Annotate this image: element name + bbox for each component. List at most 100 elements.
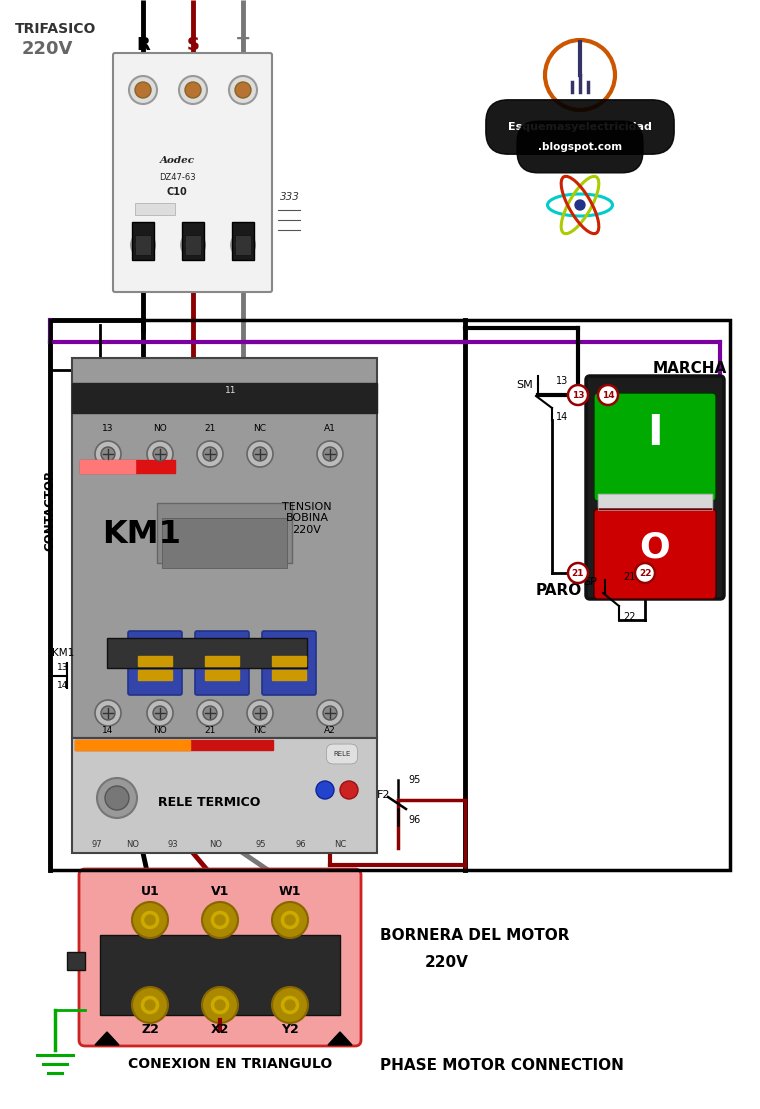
Text: 97: 97 <box>91 840 102 849</box>
Text: RELE TERMICO: RELE TERMICO <box>158 795 261 808</box>
Bar <box>157 503 292 563</box>
Circle shape <box>132 902 168 938</box>
Text: 21: 21 <box>204 424 216 433</box>
Text: 22: 22 <box>623 612 635 622</box>
Circle shape <box>253 447 267 461</box>
Circle shape <box>272 987 308 1022</box>
Text: A2: A2 <box>324 726 336 735</box>
Text: 93: 93 <box>167 840 178 849</box>
Circle shape <box>210 995 230 1015</box>
Text: 14: 14 <box>602 390 614 399</box>
Text: 95: 95 <box>408 775 420 785</box>
Text: NC: NC <box>334 840 347 849</box>
Circle shape <box>568 385 588 405</box>
Circle shape <box>285 915 295 925</box>
Text: 220V: 220V <box>22 40 74 58</box>
Text: X2: X2 <box>211 1022 230 1036</box>
Text: S: S <box>186 35 199 54</box>
Text: CONEXION EN TRIANGULO: CONEXION EN TRIANGULO <box>128 1057 332 1071</box>
Circle shape <box>186 238 200 252</box>
Circle shape <box>323 447 337 461</box>
Text: Z2: Z2 <box>141 1022 159 1036</box>
Text: KM1: KM1 <box>52 648 74 658</box>
Text: U1: U1 <box>141 885 160 898</box>
Text: NC: NC <box>254 424 267 433</box>
Circle shape <box>95 700 121 726</box>
Bar <box>75 740 190 750</box>
Circle shape <box>185 82 201 98</box>
Text: A1: A1 <box>324 424 336 433</box>
Text: TENSION
BOBINA
220V: TENSION BOBINA 220V <box>282 501 332 535</box>
Bar <box>107 638 307 668</box>
Circle shape <box>145 915 155 925</box>
Text: CONTACTOR: CONTACTOR <box>43 470 56 551</box>
Circle shape <box>253 706 267 720</box>
Circle shape <box>210 910 230 930</box>
Text: PARO: PARO <box>536 583 582 598</box>
FancyBboxPatch shape <box>586 376 724 599</box>
Text: 21: 21 <box>623 572 635 582</box>
Circle shape <box>203 706 217 720</box>
Text: V1: V1 <box>211 885 230 898</box>
Text: MARCHA: MARCHA <box>653 362 727 376</box>
Text: BORNERA DEL MOTOR: BORNERA DEL MOTOR <box>380 928 569 943</box>
Bar <box>162 518 287 568</box>
Text: C10: C10 <box>166 187 188 197</box>
Bar <box>272 657 306 667</box>
Circle shape <box>575 200 585 210</box>
Text: RELE: RELE <box>334 751 350 757</box>
Circle shape <box>203 447 217 461</box>
Text: 96: 96 <box>408 815 420 825</box>
Circle shape <box>272 902 308 938</box>
Circle shape <box>105 786 129 810</box>
Circle shape <box>135 82 151 98</box>
Circle shape <box>280 910 300 930</box>
Circle shape <box>215 1000 225 1010</box>
Text: F2: F2 <box>376 790 390 800</box>
Bar <box>138 657 172 667</box>
FancyBboxPatch shape <box>594 393 716 501</box>
Circle shape <box>97 779 137 818</box>
Text: 13: 13 <box>556 376 568 386</box>
Text: 13: 13 <box>57 663 68 672</box>
Circle shape <box>285 1000 295 1010</box>
Text: 14: 14 <box>103 726 114 735</box>
Circle shape <box>231 233 255 257</box>
Text: 95: 95 <box>256 840 266 849</box>
Text: 21: 21 <box>204 726 216 735</box>
Circle shape <box>247 700 273 726</box>
Bar <box>182 222 204 260</box>
Text: PHASE MOTOR CONNECTION: PHASE MOTOR CONNECTION <box>380 1058 624 1074</box>
Text: Y2: Y2 <box>281 1022 299 1036</box>
Circle shape <box>202 902 238 938</box>
Text: Aodec: Aodec <box>160 156 195 165</box>
Circle shape <box>179 77 207 104</box>
Text: 14: 14 <box>556 413 568 423</box>
Text: DZ47-63: DZ47-63 <box>159 173 195 182</box>
Bar <box>185 235 201 255</box>
Text: R: R <box>136 35 150 54</box>
Circle shape <box>140 995 160 1015</box>
Circle shape <box>317 441 343 467</box>
FancyBboxPatch shape <box>72 358 377 737</box>
Text: I: I <box>648 413 663 454</box>
Text: NO: NO <box>209 840 222 849</box>
Circle shape <box>340 781 358 798</box>
Bar <box>80 460 175 474</box>
Bar <box>205 657 239 667</box>
Circle shape <box>236 238 250 252</box>
Circle shape <box>235 82 251 98</box>
Text: 333: 333 <box>280 192 300 202</box>
Text: 14: 14 <box>57 681 68 690</box>
Circle shape <box>568 563 588 583</box>
Text: TRIFASICO: TRIFASICO <box>15 22 97 35</box>
Text: 21: 21 <box>572 569 584 578</box>
Text: 13: 13 <box>103 424 114 433</box>
Circle shape <box>229 77 257 104</box>
Circle shape <box>317 700 343 726</box>
Text: .blogspot.com: .blogspot.com <box>538 142 622 152</box>
Bar <box>72 383 377 413</box>
Bar <box>232 222 254 260</box>
Bar <box>598 494 712 510</box>
Circle shape <box>197 700 223 726</box>
